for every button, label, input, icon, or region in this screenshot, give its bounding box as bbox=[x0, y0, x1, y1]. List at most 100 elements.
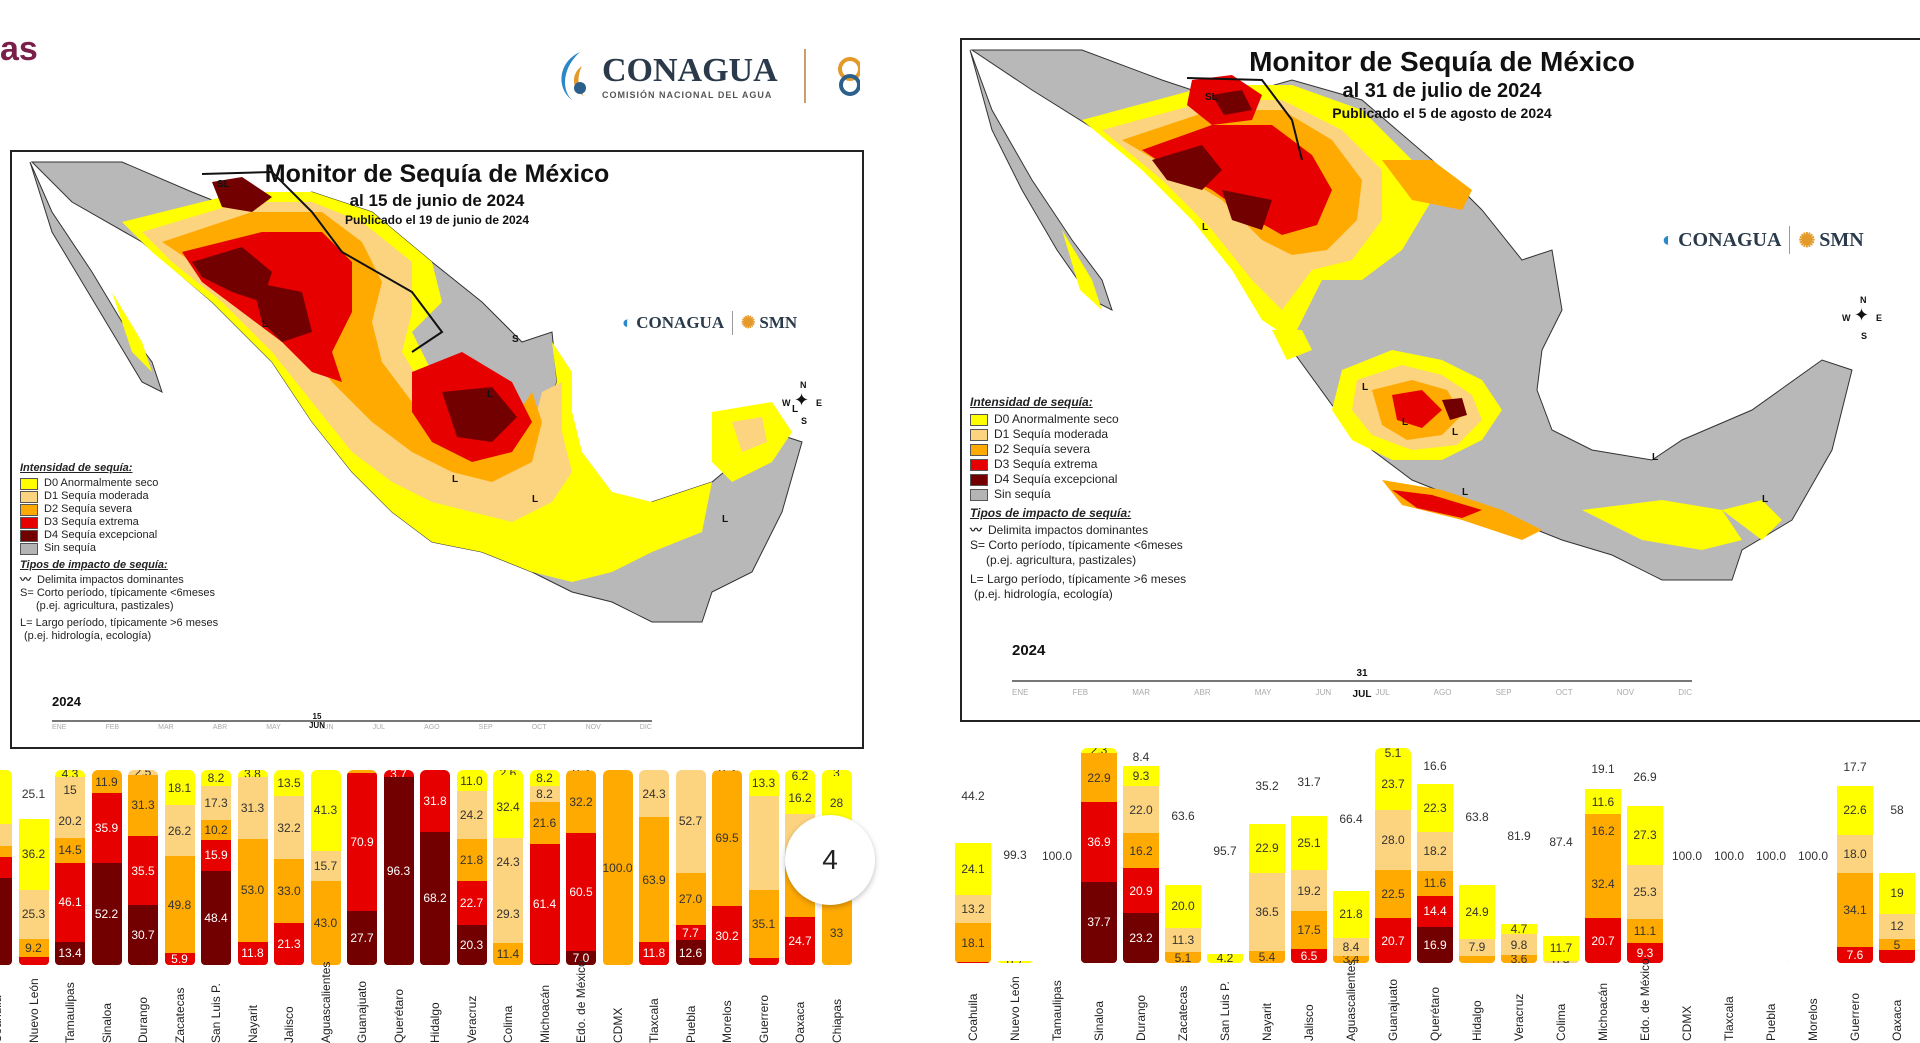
bar-segment: 33.0 bbox=[274, 859, 304, 923]
state-label: Sinaloa bbox=[1092, 1001, 1106, 1041]
compass-south: S bbox=[801, 416, 807, 426]
legend-swatch bbox=[20, 517, 38, 529]
bar-segment: 25.3 bbox=[1627, 865, 1663, 919]
legend-heading: Intensidad de sequía: bbox=[20, 462, 280, 475]
partial-logo: as bbox=[0, 30, 38, 69]
bar-segment: 43.0 bbox=[311, 881, 341, 965]
bar-segment: 100.0 bbox=[1039, 748, 1075, 963]
bar-segment: 13.3 bbox=[749, 770, 779, 796]
bar-segment: 9.8 bbox=[1501, 934, 1537, 955]
legend-swatch bbox=[970, 444, 988, 456]
state-label: Colima bbox=[1554, 1004, 1568, 1041]
state-bar: 0.332.260.57.0 bbox=[566, 770, 596, 965]
bar-segment: 11.1 bbox=[1627, 919, 1663, 943]
bar-segment bbox=[530, 964, 560, 965]
bar-segment: 52.7 bbox=[676, 770, 706, 873]
legend-item: D1 Sequía moderada bbox=[970, 427, 1270, 442]
state-bar: 52128 bbox=[0, 770, 12, 965]
left-panel: as CONAGUA COMISIÓN NACIONAL DEL AGUA bbox=[0, 0, 880, 1040]
bar-segment: 3.6 bbox=[1501, 955, 1537, 963]
state-label: Tlaxcala bbox=[1722, 996, 1736, 1041]
bar-segment: 8.2 bbox=[530, 786, 560, 802]
bar-segment: 46.1 bbox=[55, 863, 85, 942]
legend-item: D1 Sequía moderada bbox=[20, 490, 280, 503]
bar-segment: 24.1 bbox=[955, 843, 991, 895]
state-label: Zacatecas bbox=[173, 988, 187, 1043]
impact-line-item: 〰Delimita impactos dominantes bbox=[20, 574, 280, 587]
impact-heading: Tipos de impacto de sequía: bbox=[20, 559, 280, 572]
bar-segment: 13.4 bbox=[55, 942, 85, 965]
state-label: Querétaro bbox=[1428, 987, 1442, 1041]
bar-segment: 32.4 bbox=[493, 775, 523, 838]
bar-segment: 37.7 bbox=[1081, 882, 1117, 963]
bar-segment: 53.0 bbox=[238, 839, 268, 942]
bar-segment: 18.1 bbox=[955, 923, 991, 962]
bar-segment: 5 bbox=[1879, 939, 1915, 950]
state-label: Nayarit bbox=[1260, 1003, 1274, 1041]
bar-segment: 5.1 bbox=[1375, 748, 1411, 759]
bar-segment: 8 bbox=[0, 878, 12, 965]
bar-segment: 33 bbox=[822, 901, 852, 965]
state-label: Hidalgo bbox=[428, 1002, 442, 1043]
bar-segment: 15 bbox=[55, 777, 85, 803]
bar-segment: 21.3 bbox=[274, 923, 304, 965]
smn-mini-name: SMN bbox=[1819, 229, 1863, 252]
map-region-label: S bbox=[512, 334, 519, 345]
state-label: CDMX bbox=[1680, 1006, 1694, 1041]
bar-segment: 11.9 bbox=[92, 770, 122, 793]
bar-segment bbox=[19, 957, 49, 965]
map-region-label: L bbox=[1452, 427, 1458, 438]
map-title: Monitor de Sequía de México bbox=[962, 46, 1920, 78]
bar-segment: 27.0 bbox=[676, 873, 706, 926]
bar-segment: 19.2 bbox=[1291, 870, 1327, 911]
smn-mini-icon: ✺ bbox=[1798, 228, 1815, 253]
bar-segment bbox=[955, 962, 991, 963]
compass-star-icon: ✦ bbox=[794, 390, 809, 411]
bar-segment: 31.3 bbox=[238, 777, 268, 838]
compass-east: E bbox=[1876, 313, 1882, 323]
bar-segment: 24.3 bbox=[493, 838, 523, 885]
state-label: Guanajuato bbox=[1386, 979, 1400, 1041]
state-bar: 2.531.335.530.7 bbox=[128, 770, 158, 965]
state-label: Jalisco bbox=[1302, 1004, 1316, 1041]
bar-segment: 41.3 bbox=[311, 770, 341, 851]
conagua-mini-icon: ◐ bbox=[1662, 229, 1674, 252]
bar-segment: 87.4 bbox=[1543, 748, 1579, 936]
bar-segment: 30.7 bbox=[128, 905, 158, 965]
bar-segment: 27.3 bbox=[1627, 806, 1663, 865]
bar-segment: 70.9 bbox=[347, 773, 377, 911]
state-bar: 100.0 bbox=[1669, 748, 1705, 963]
bar-segment: 49.8 bbox=[165, 856, 195, 953]
legend-swatch bbox=[970, 489, 988, 501]
bar-segment: 18.0 bbox=[1837, 835, 1873, 874]
compass-rose: N W E S ✦ bbox=[782, 380, 822, 426]
page-number-badge[interactable]: 4 bbox=[785, 815, 875, 905]
state-label: Aguascalientes bbox=[1344, 960, 1358, 1041]
bar-segment: 5.9 bbox=[165, 953, 195, 965]
bar-segment: 36.5 bbox=[1249, 873, 1285, 951]
bar-segment: 22.5 bbox=[1375, 870, 1411, 918]
bar-segment: 32.4 bbox=[1585, 849, 1621, 919]
right-panel: SL L L L L L L L Monitor de Sequía de Mé… bbox=[955, 0, 1920, 1040]
state-bar: 0.369.530.2 bbox=[712, 770, 742, 965]
bar-segment: 14.5 bbox=[55, 838, 85, 863]
bar-segment: 18.2 bbox=[1417, 832, 1453, 871]
bar-segment: 20.3 bbox=[457, 925, 487, 965]
bar-segment: 17.7 bbox=[1837, 748, 1873, 786]
map-published: Publicado el 19 de junio de 2024 bbox=[12, 213, 862, 227]
legend-swatch bbox=[970, 474, 988, 486]
bar-segment: 0.7 bbox=[997, 961, 1033, 963]
state-label: Guerrero bbox=[1848, 993, 1862, 1041]
